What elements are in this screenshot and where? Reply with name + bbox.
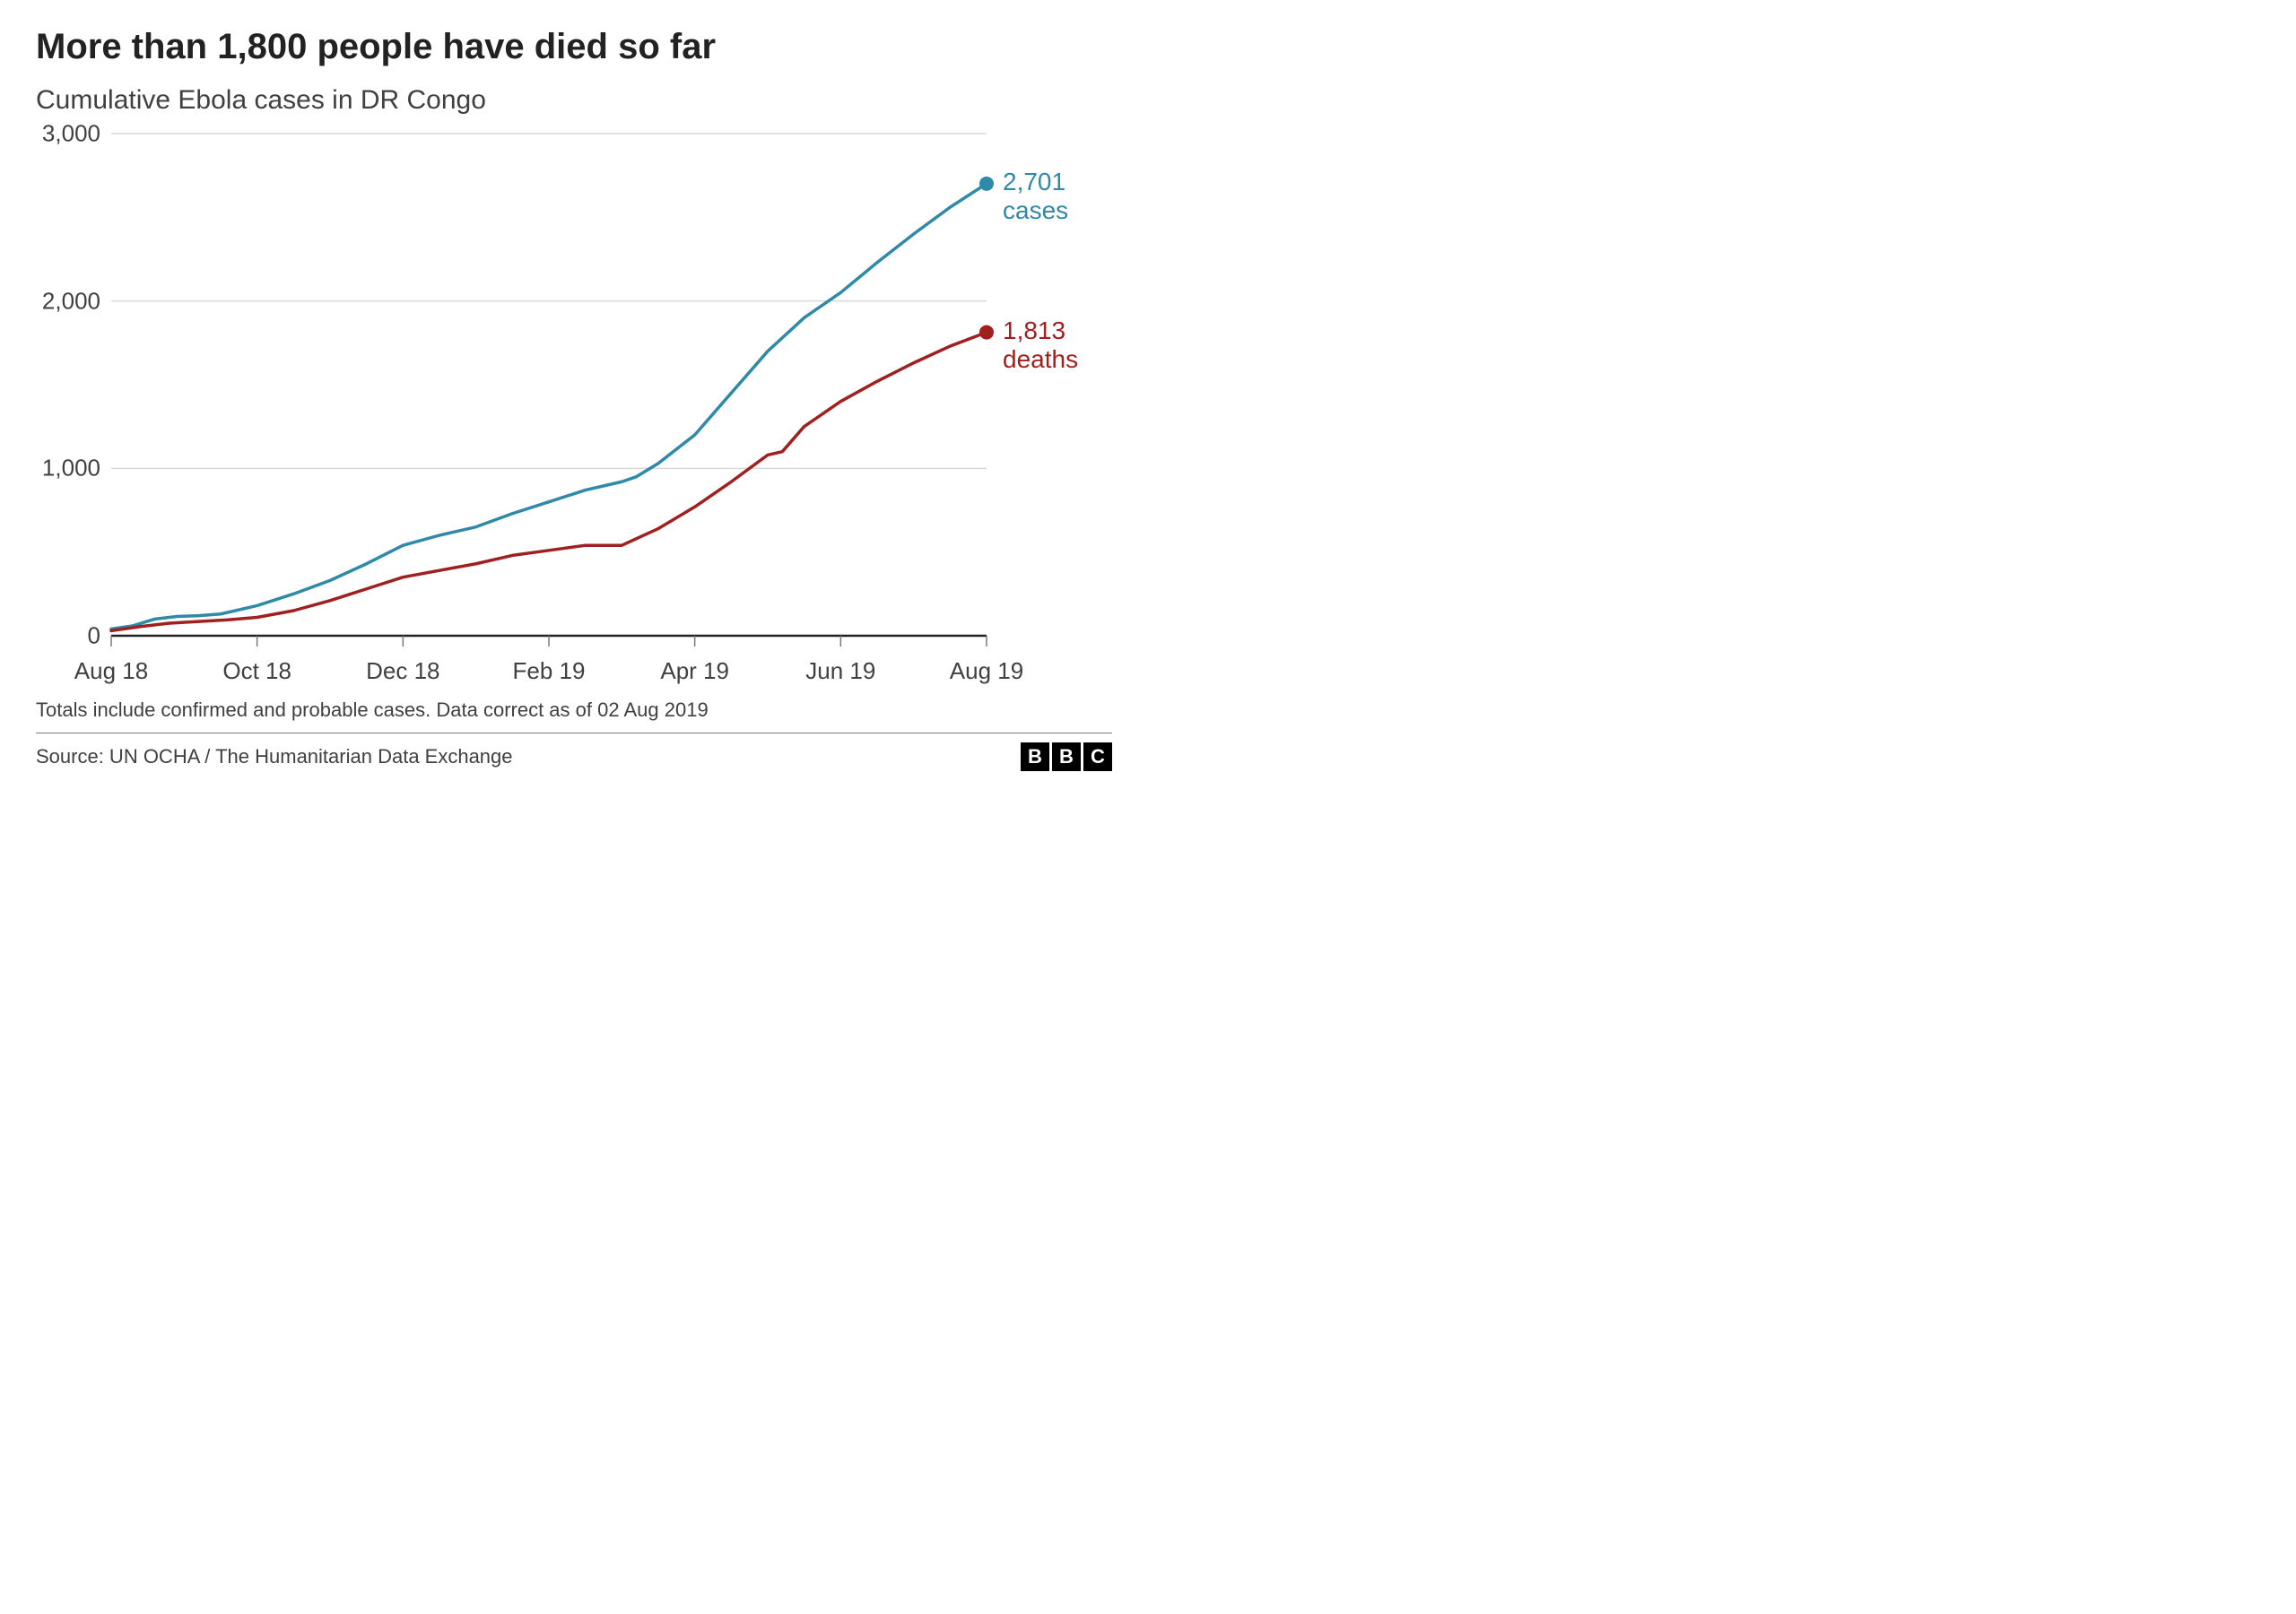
series-line-cases [111, 184, 987, 629]
plot-area: 01,0002,0003,000Aug 18Oct 18Dec 18Feb 19… [111, 134, 987, 636]
source-row: Source: UN OCHA / The Humanitarian Data … [36, 733, 1112, 771]
series-end-label-deaths: 1,813deaths [1003, 317, 1078, 374]
bbc-logo-letter: B [1021, 742, 1049, 771]
x-axis-tick-label: Oct 18 [222, 636, 291, 685]
x-axis-tick-label: Jun 19 [805, 636, 875, 685]
bbc-logo-letter: B [1052, 742, 1081, 771]
x-axis-tick-label: Feb 19 [513, 636, 586, 685]
series-line-deaths [111, 333, 987, 631]
x-axis-tick-label: Dec 18 [366, 636, 439, 685]
y-axis-tick-label: 2,000 [42, 287, 111, 315]
chart-subtitle: Cumulative Ebola cases in DR Congo [36, 85, 1112, 116]
chart-container: 01,0002,0003,000Aug 18Oct 18Dec 18Feb 19… [36, 134, 1112, 636]
series-end-marker-deaths [979, 325, 994, 340]
footnote: Totals include confirmed and probable ca… [36, 699, 1112, 733]
x-axis-tick-label: Aug 19 [950, 636, 1023, 685]
bbc-logo-letter: C [1083, 742, 1112, 771]
chart-title: More than 1,800 people have died so far [36, 27, 1112, 67]
line-chart-svg [111, 134, 987, 636]
bbc-logo: B B C [1021, 742, 1112, 771]
series-end-label-cases: 2,701cases [1003, 168, 1068, 225]
y-axis-tick-label: 1,000 [42, 455, 111, 482]
x-axis-tick-label: Aug 18 [74, 636, 148, 685]
series-end-marker-cases [979, 177, 994, 191]
source-text: Source: UN OCHA / The Humanitarian Data … [36, 745, 513, 768]
x-axis-tick-label: Apr 19 [660, 636, 729, 685]
y-axis-tick-label: 3,000 [42, 120, 111, 148]
